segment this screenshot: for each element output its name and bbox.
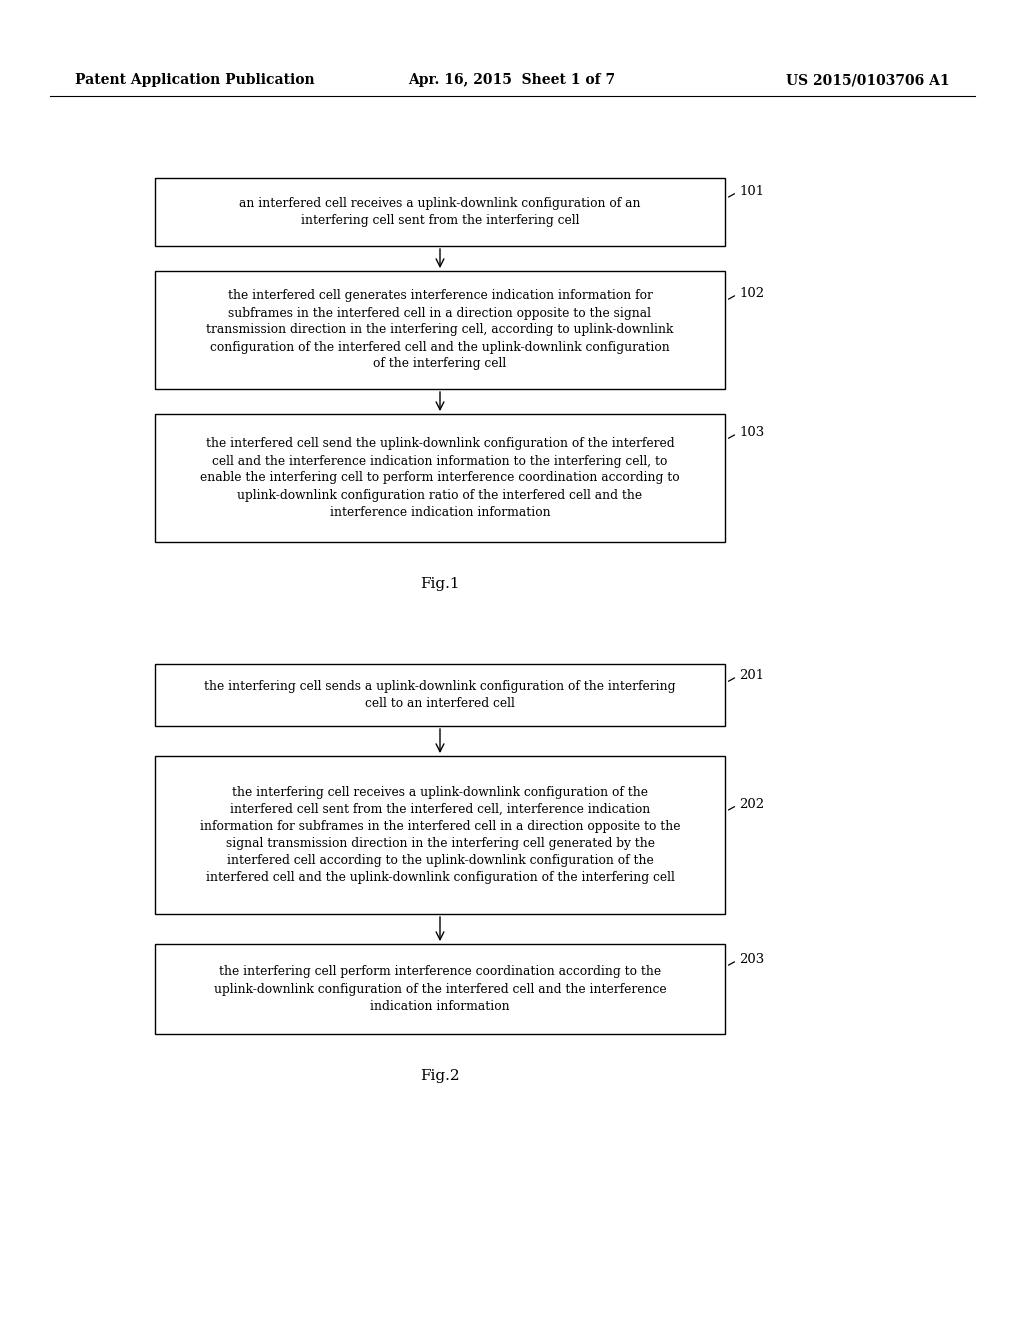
Bar [155, 756, 725, 913]
Bar [155, 178, 725, 246]
Text: 202: 202 [739, 797, 764, 810]
Text: Patent Application Publication: Patent Application Publication [75, 73, 314, 87]
Text: 102: 102 [739, 286, 764, 300]
Text: the interfering cell perform interference coordination according to the
uplink-d: the interfering cell perform interferenc… [214, 965, 667, 1012]
Text: 201: 201 [739, 669, 764, 682]
Bar [155, 664, 725, 726]
Bar [155, 944, 725, 1034]
Text: 203: 203 [739, 953, 764, 966]
Text: the interfered cell send the uplink-downlink configuration of the interfered
cel: the interfered cell send the uplink-down… [200, 437, 680, 519]
Text: the interfering cell sends a uplink-downlink configuration of the interfering
ce: the interfering cell sends a uplink-down… [204, 680, 676, 710]
Text: an interfered cell receives a uplink-downlink configuration of an
interfering ce: an interfered cell receives a uplink-dow… [240, 197, 641, 227]
Text: Fig.1: Fig.1 [420, 577, 460, 591]
Text: Fig.2: Fig.2 [420, 1069, 460, 1082]
Text: the interfered cell generates interference indication information for
subframes : the interfered cell generates interferen… [206, 289, 674, 371]
Text: the interfering cell receives a uplink-downlink configuration of the
interfered : the interfering cell receives a uplink-d… [200, 785, 680, 884]
Bar [155, 271, 725, 389]
Text: 103: 103 [739, 426, 764, 440]
Bar [155, 414, 725, 543]
Text: 101: 101 [739, 185, 764, 198]
Text: US 2015/0103706 A1: US 2015/0103706 A1 [786, 73, 950, 87]
Text: Apr. 16, 2015  Sheet 1 of 7: Apr. 16, 2015 Sheet 1 of 7 [409, 73, 615, 87]
